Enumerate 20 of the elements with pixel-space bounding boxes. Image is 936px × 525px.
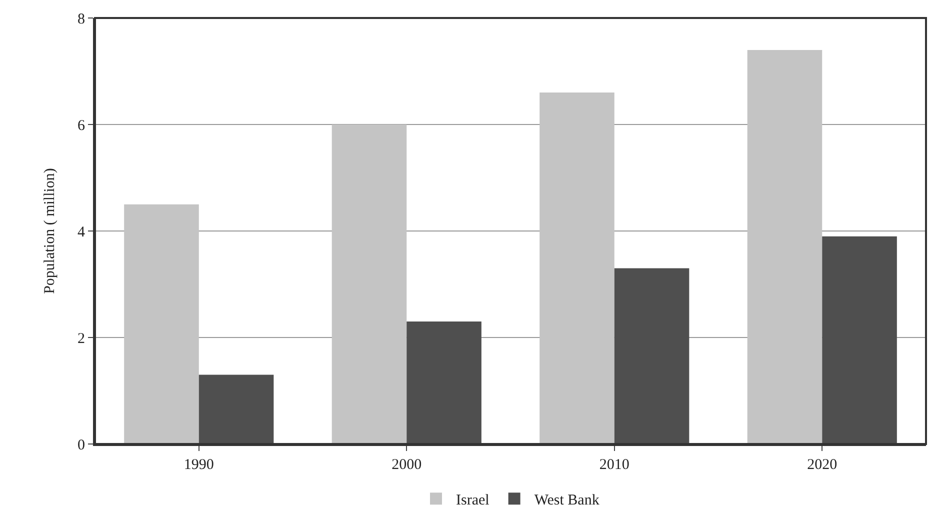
bar (406, 322, 482, 444)
x-tick-label: 2000 (392, 457, 422, 473)
bar (540, 92, 614, 444)
bar (198, 374, 274, 444)
bar (614, 268, 690, 444)
y-tick-label: 6 (78, 118, 86, 134)
bar (332, 124, 407, 444)
y-tick-label: 8 (78, 11, 85, 28)
legend-label: Israel (456, 492, 490, 508)
x-tick-label: 2010 (599, 457, 630, 473)
y-tick-label: 2 (78, 330, 85, 347)
y-axis-title: Population ( million) (42, 168, 58, 294)
x-tick-label: 1990 (184, 457, 214, 473)
bar (747, 50, 822, 444)
bar (822, 236, 897, 444)
bar (124, 204, 199, 444)
y-tick-label: 4 (78, 224, 86, 240)
legend-label: West Bank (534, 492, 600, 508)
x-tick-label: 2020 (807, 457, 838, 473)
y-tick-label: 0 (78, 437, 85, 454)
